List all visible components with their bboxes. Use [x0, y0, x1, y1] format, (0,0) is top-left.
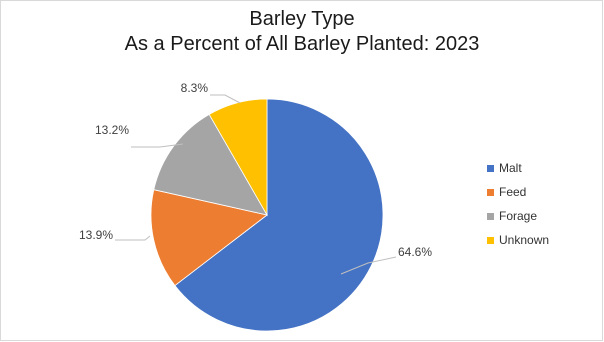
legend-item-forage: Forage [487, 210, 597, 222]
chart-title-block: Barley Type As a Percent of All Barley P… [0, 7, 604, 57]
pie-slice-forage [153, 113, 268, 216]
legend-label-unknown: Unknown [499, 233, 550, 247]
legend-item-malt: Malt [487, 162, 597, 174]
data-label-feed: 13.9% [79, 228, 113, 242]
pie-slice-unknown [208, 98, 268, 217]
legend-swatch-feed [487, 188, 494, 196]
legend-item-feed: Feed [487, 186, 597, 198]
leader-line-feed [115, 235, 151, 241]
leader-line-forage [131, 143, 184, 148]
legend-label-feed: Feed [499, 185, 527, 199]
legend-item-unknown: Unknown [487, 234, 597, 246]
data-label-malt: 64.6% [398, 245, 432, 259]
legend-label-malt: Malt [499, 161, 522, 175]
pie-slice-malt [174, 98, 384, 332]
data-label-unknown: 8.3% [181, 81, 209, 95]
legend-swatch-malt [487, 164, 494, 172]
leader-line-unknown [210, 94, 241, 104]
legend-swatch-forage [487, 212, 494, 220]
leader-lines [115, 94, 397, 275]
pie-slices [150, 98, 384, 332]
pie-slice-feed [150, 189, 268, 287]
data-label-forage: 13.2% [95, 123, 129, 137]
leader-line-malt [340, 256, 397, 275]
chart-title: Barley Type [249, 8, 355, 30]
legend-swatch-unknown [487, 236, 494, 244]
legend: Malt Feed Forage Unknown [487, 162, 597, 258]
legend-label-forage: Forage [499, 209, 538, 223]
data-labels: 64.6% 13.9% 13.2% 8.3% [79, 81, 432, 259]
chart-subtitle: As a Percent of All Barley Planted: 2023 [124, 33, 480, 55]
